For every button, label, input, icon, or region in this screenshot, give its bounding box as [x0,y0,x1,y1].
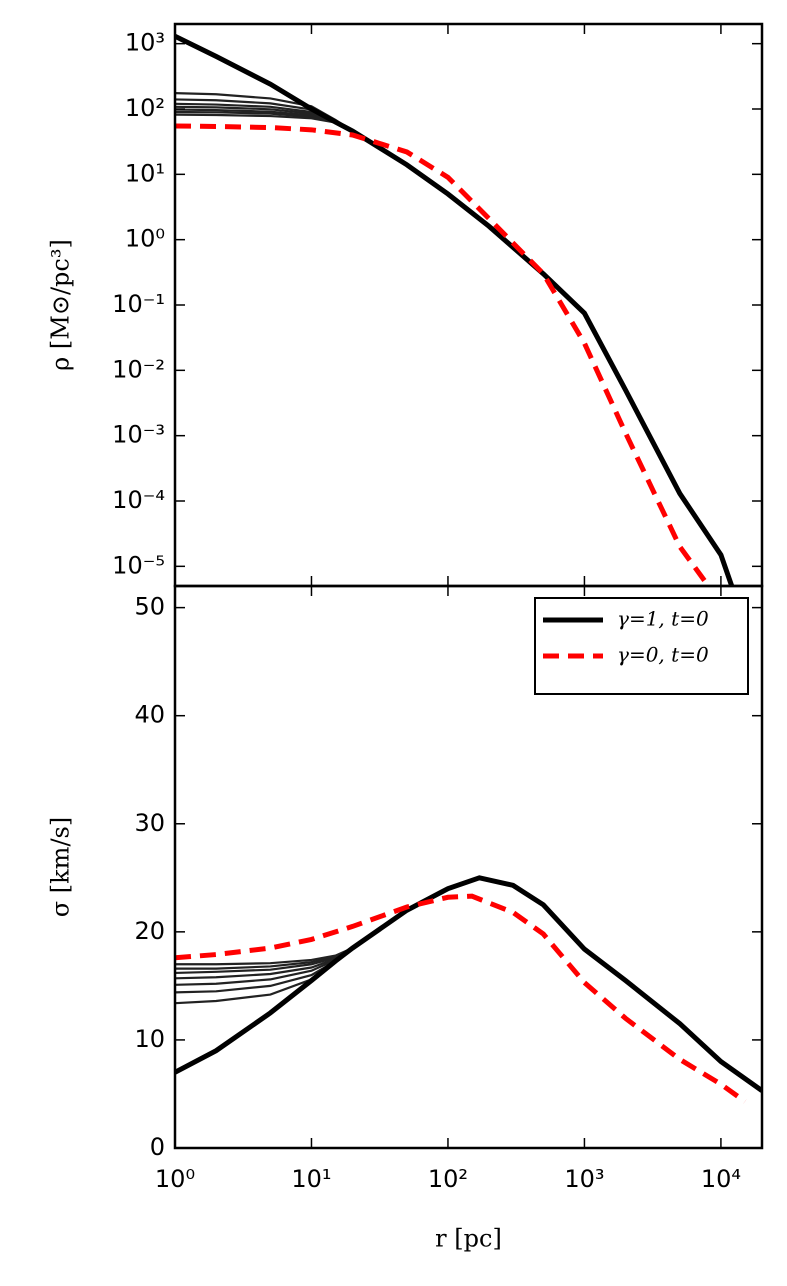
x-tick-label: 10⁰ [155,1165,195,1193]
y-tick-label: 20 [134,917,165,945]
legend-label: γ=1, t=0 [617,607,709,631]
y-tick-label: 10³ [125,29,165,57]
y-tick-label: 10⁻⁴ [112,486,165,514]
data-line [175,875,762,1093]
y-tick-label: 10² [125,94,165,122]
y-tick-label: 0 [150,1133,165,1161]
y-axis-label: σ [km/s] [47,817,75,917]
legend-box [534,597,749,695]
y-tick-label: 10⁻¹ [112,290,165,318]
x-tick-label: 10¹ [291,1165,331,1193]
y-tick-label: 30 [134,809,165,837]
y-tick-label: 10⁻⁵ [112,551,165,579]
data-line [175,123,711,586]
y-tick-label: 10 [134,1025,165,1053]
y-tick-label: 10¹ [125,159,165,187]
x-tick-label: 10⁴ [701,1165,741,1193]
y-tick-label: 40 [134,701,165,729]
plot-area [175,875,762,1104]
x-axis-label: r [pc] [435,1225,502,1253]
data-line [175,893,747,1104]
y-tick-label: 10⁰ [125,225,165,253]
y-axis-label: ρ [M⊙/pc³] [47,239,75,371]
data-line [175,33,735,586]
y-tick-label: 50 [134,593,165,621]
plot-area [175,33,735,586]
y-tick-label: 10⁻³ [112,421,165,449]
x-tick-label: 10² [428,1165,468,1193]
y-tick-label: 10⁻² [112,355,165,383]
legend-label: γ=0, t=0 [617,643,709,667]
axes-frame [173,584,764,1150]
x-tick-label: 10³ [564,1165,604,1193]
